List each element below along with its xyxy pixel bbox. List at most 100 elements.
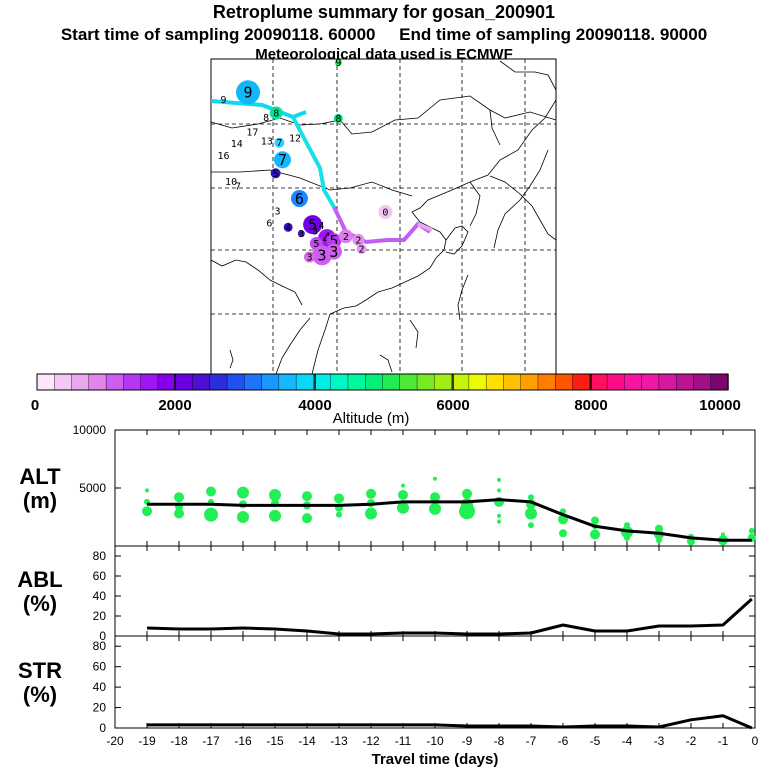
altitude-point — [656, 537, 662, 544]
altitude-point — [336, 511, 342, 518]
panel-frame — [114, 545, 756, 637]
colorbar-cell — [36, 373, 55, 391]
map-marker-label: 3 — [312, 226, 318, 237]
panel-alt: 5000 10000 ALT(m) — [19, 423, 756, 547]
altitude-point — [174, 492, 184, 503]
map-marker-label: 7 — [278, 151, 287, 169]
colorbar-label: Altitude (m) — [333, 410, 410, 427]
map-marker-label: 9 — [243, 84, 252, 102]
colorbar-cell — [174, 373, 194, 391]
altitude-point — [433, 476, 437, 481]
map-marker-dot — [269, 106, 283, 120]
altitude-colorbar: 0 2000 4000 6000 8000 10000 Altitude (m) — [31, 373, 741, 427]
map-marker-dot — [378, 205, 393, 219]
x-tick-label: -3 — [654, 734, 665, 748]
map-marker-label: 13 — [261, 136, 273, 147]
y-tick-label: 40 — [93, 589, 107, 603]
colorbar-cell — [572, 373, 591, 391]
map-marker-label: 14 — [231, 139, 243, 150]
map-marker-label: 3 — [274, 207, 280, 218]
panel-ylabel: ABL — [17, 567, 62, 592]
colorbar-cell — [693, 373, 712, 391]
altitude-point — [302, 513, 312, 524]
x-tick-label: -18 — [170, 734, 188, 748]
altitude-point — [145, 488, 149, 493]
colorbar-cell — [485, 373, 505, 391]
colorbar-cell — [520, 373, 539, 391]
altitude-point — [269, 509, 281, 522]
map-marker-dot — [274, 151, 292, 169]
altitude-point — [401, 483, 405, 488]
altitude-point — [302, 491, 312, 502]
altitude-point — [398, 489, 408, 500]
map-marker-dot — [333, 113, 343, 123]
colorbar-cell — [399, 373, 418, 391]
colorbar-cell — [278, 373, 297, 391]
map-marker-label: 8 — [335, 114, 341, 125]
colorbar-cell — [624, 373, 643, 391]
x-tick-label: -12 — [362, 734, 380, 748]
colorbar-tick-labels: 0 2000 4000 6000 8000 10000 — [31, 397, 741, 414]
map-marker-dot — [352, 233, 365, 246]
colorbar-tick-label: 6000 — [436, 397, 469, 414]
altitude-point — [237, 511, 249, 523]
altitude-point — [366, 488, 376, 499]
x-tick-label: -15 — [266, 734, 284, 748]
x-tick-label: -1 — [718, 734, 729, 748]
colorbar-cell — [675, 373, 695, 391]
altitude-point — [174, 508, 184, 519]
map-marker-label: 5 — [329, 232, 338, 250]
altitude-point — [748, 527, 755, 534]
map-marker-dot — [270, 168, 281, 179]
altitude-point — [591, 516, 599, 525]
map-marker-label: 3 — [306, 253, 312, 264]
altitude-point — [204, 507, 218, 522]
map-marker-label: 16 — [218, 151, 230, 162]
colorbar-cell — [105, 373, 125, 391]
map-marker-label: 4 — [285, 223, 291, 234]
panel-ylabel: STR — [18, 658, 62, 683]
y-tick-label: 0 — [99, 721, 106, 735]
altitude-point — [429, 502, 441, 515]
y-tick-label: 40 — [93, 680, 107, 694]
colorbar-cell — [157, 373, 176, 391]
altitude-point — [624, 534, 630, 541]
map-marker-dot — [356, 243, 367, 254]
map-marker-label: 0 — [382, 208, 388, 219]
colorbar-cell — [503, 373, 522, 391]
y-tick-label: 0 — [99, 629, 106, 643]
colorbar-tick-label: 8000 — [574, 397, 607, 414]
x-tick-label: 0 — [752, 734, 759, 748]
colorbar-tick-label: 10000 — [699, 397, 741, 414]
colorbar-cell — [710, 373, 729, 391]
map-marker-label: 3 — [329, 243, 338, 261]
x-tick-label: -14 — [298, 734, 316, 748]
map-marker-label: 9 — [335, 58, 341, 69]
y-tick-label: 5000 — [79, 481, 106, 495]
colorbar-cell — [54, 373, 73, 391]
map-marker-label: 6 — [295, 190, 304, 208]
str-series-line — [147, 714, 753, 730]
colorbar-cells — [36, 373, 729, 391]
map-marker-label: 2 — [355, 235, 361, 246]
x-tick-label: -7 — [526, 734, 537, 748]
altitude-point — [397, 501, 409, 514]
map-marker-label: 5 — [313, 239, 319, 250]
altitude-point — [430, 492, 440, 503]
colorbar-cell — [226, 373, 245, 391]
map-marker-label: 12 — [289, 134, 301, 145]
y-tick-label: 80 — [93, 639, 107, 653]
panel-frame — [114, 635, 756, 729]
colorbar-cell — [641, 373, 660, 391]
x-tick-label: -5 — [590, 734, 601, 748]
x-tick-label: -16 — [234, 734, 252, 748]
x-tick-label: -6 — [558, 734, 569, 748]
y-tick-label: 20 — [93, 701, 107, 715]
x-tick-label: -2 — [686, 734, 697, 748]
map-marker-label: 7 — [276, 138, 282, 149]
colorbar-tick-label: 2000 — [158, 397, 191, 414]
colorbar-cell — [261, 373, 280, 391]
x-tick-label: -9 — [462, 734, 473, 748]
x-tick-label: -4 — [622, 734, 633, 748]
